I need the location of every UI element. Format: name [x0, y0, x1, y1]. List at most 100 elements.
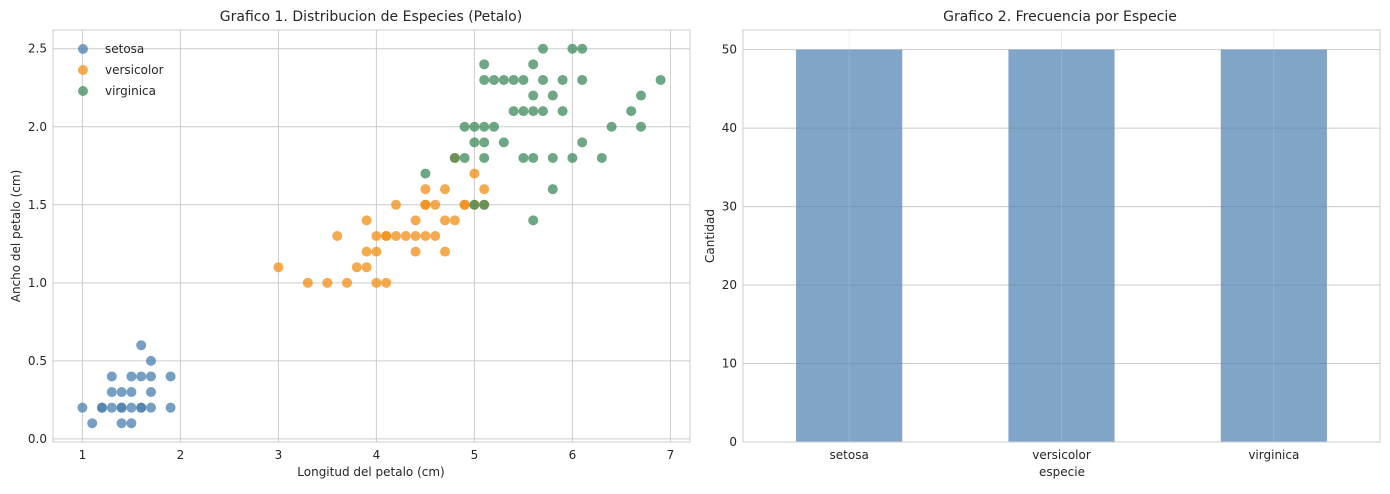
setosa-point [77, 402, 88, 413]
scatter-x-tick-label: 7 [667, 448, 675, 462]
bars [796, 49, 1327, 442]
virginica-point [479, 137, 490, 148]
versicolor-point [391, 231, 401, 241]
virginica-point [469, 137, 480, 148]
bar-y-tick-label: 40 [722, 121, 737, 135]
scatter-y-ticks: 0.0 0.5 1.0 1.5 2.0 2.5 [28, 42, 47, 446]
virginica-point [528, 90, 539, 101]
setosa-point [136, 371, 147, 382]
bar-x-tick-label-setosa: setosa [830, 448, 869, 462]
virginica-point [469, 199, 480, 210]
virginica-point [636, 121, 646, 132]
versicolor-point [430, 199, 441, 210]
bar-x-ticks: setosa versicolor virginica [830, 448, 1300, 462]
versicolor-point [332, 231, 343, 241]
versicolor-point [381, 277, 392, 288]
bar-x-tick-label-versicolor: versicolor [1032, 448, 1091, 462]
virginica-point [557, 106, 568, 117]
scatter-y-tick-label: 2.0 [28, 120, 47, 134]
bar-plot-frame [742, 29, 1381, 443]
versicolor-point [479, 184, 490, 195]
versicolor-point [371, 231, 382, 241]
versicolor-point [440, 184, 450, 195]
versicolor-point [273, 262, 284, 273]
legend-label-versicolor: versicolor [105, 63, 164, 77]
versicolor-point [440, 215, 450, 226]
bar-y-tick-label: 10 [722, 357, 737, 371]
virginica-point [498, 74, 509, 85]
scatter-plot-frame [52, 29, 691, 443]
versicolor-point [400, 231, 411, 241]
scatter-y-axis-label: Ancho del petalo (cm) [9, 170, 23, 303]
bar-chart: Grafico 2. Frecuencia por Especie setosa… [703, 9, 1381, 479]
scatter-y-tick-label: 0.5 [28, 354, 47, 368]
virginica-point [538, 106, 548, 117]
bar-setosa [796, 49, 903, 442]
virginica-point [459, 152, 470, 163]
setosa-point [136, 402, 147, 413]
virginica-point [459, 121, 470, 132]
bar-y-tick-label: 20 [722, 278, 737, 292]
setosa-point [116, 387, 127, 398]
versicolor-point [430, 231, 441, 241]
versicolor-point [469, 168, 480, 179]
scatter-x-ticks: 1 2 3 4 5 6 7 [79, 448, 675, 462]
virginica-point [567, 43, 578, 54]
scatter-x-tick-label: 3 [275, 448, 283, 462]
bar-x-axis-label: especie [1039, 465, 1085, 479]
virginica-point [655, 74, 666, 85]
versicolor-point [351, 262, 362, 273]
virginica-point [469, 121, 480, 132]
setosa-point [126, 371, 137, 382]
setosa-point [165, 402, 176, 413]
virginica-point [606, 121, 617, 132]
setosa-point [106, 371, 117, 382]
versicolor-point [322, 277, 333, 288]
versicolor-point [410, 246, 421, 257]
versicolor-point [410, 215, 421, 226]
virginica-point [518, 106, 529, 117]
bar-y-tick-label: 50 [722, 43, 737, 57]
setosa-point [106, 402, 117, 413]
legend-marker-virginica [78, 86, 88, 96]
setosa-point [146, 355, 156, 366]
setosa-point [116, 402, 127, 413]
legend-marker-setosa [78, 44, 88, 54]
scatter-y-tick-label: 0.0 [28, 432, 47, 446]
scatter-x-tick-label: 1 [79, 448, 87, 462]
virginica-point [528, 215, 539, 226]
scatter-y-tick-label: 1.5 [28, 198, 47, 212]
setosa-point [146, 371, 156, 382]
scatter-y-tick-label: 2.5 [28, 42, 47, 56]
virginica-point [577, 74, 588, 85]
setosa-point [106, 387, 117, 398]
setosa-point [87, 418, 98, 429]
bar-y-ticks: 0 10 20 30 40 50 [722, 43, 737, 449]
versicolor-point [371, 246, 382, 257]
virginica-point [479, 59, 490, 70]
versicolor-point [361, 262, 372, 273]
virginica-point [508, 74, 519, 85]
versicolor-point [449, 215, 460, 226]
setosa-point [126, 418, 137, 429]
legend-label-virginica: virginica [105, 84, 156, 98]
bar-virginica [1220, 49, 1327, 442]
virginica-point [420, 168, 431, 179]
virginica-point [479, 121, 490, 132]
virginica-point [577, 43, 588, 54]
versicolor-point [371, 277, 382, 288]
bar-versicolor [1008, 49, 1115, 442]
bar-vertical-gridlines [848, 30, 1275, 442]
virginica-point [596, 152, 607, 163]
bar-chart-title: Grafico 2. Frecuencia por Especie [943, 9, 1177, 25]
versicolor-point [381, 231, 392, 241]
setosa-point [97, 402, 107, 413]
legend-marker-versicolor [78, 65, 88, 75]
virginica-point [577, 137, 588, 148]
versicolor-point [391, 199, 401, 210]
virginica-point [626, 106, 637, 117]
virginica-point [528, 59, 539, 70]
scatter-chart-title: Grafico 1. Distribucion de Especies (Pet… [220, 9, 522, 25]
setosa-point [146, 387, 156, 398]
virginica-point [518, 74, 529, 85]
